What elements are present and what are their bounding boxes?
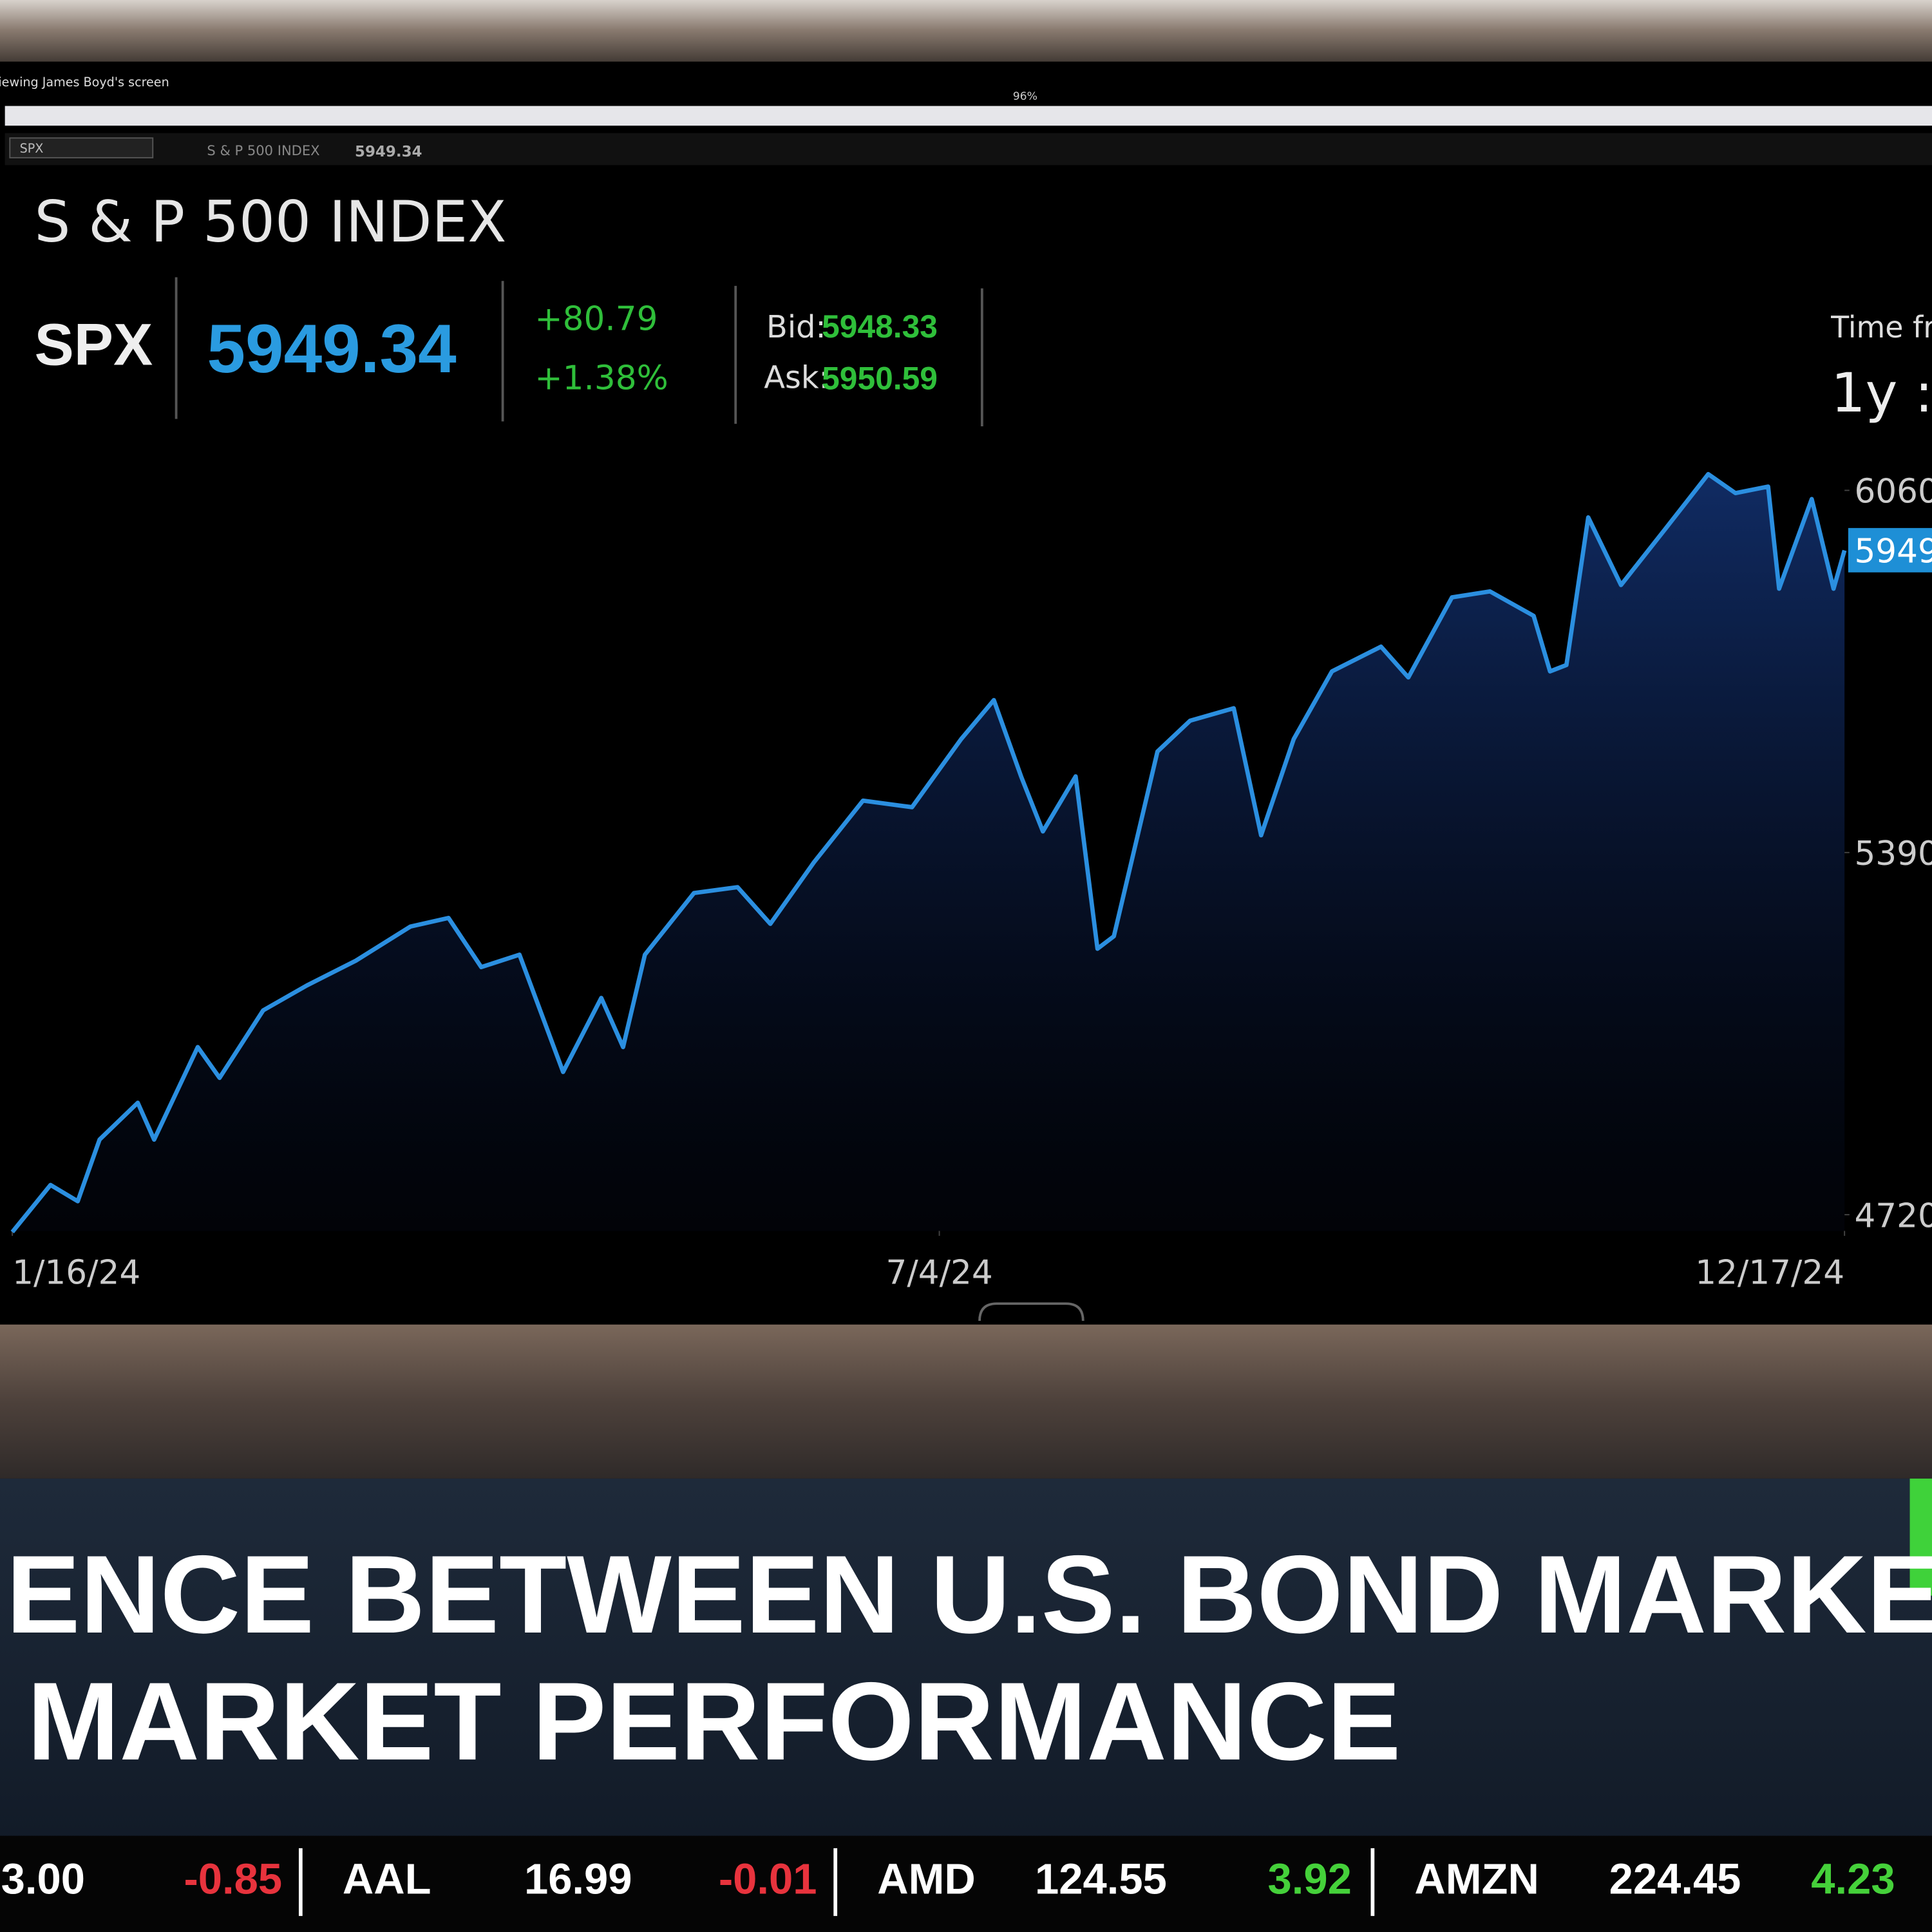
stock-ticker <box>0 1835 1932 1932</box>
room-bottom <box>0 1324 1932 1479</box>
ticker-price: 3.00 <box>1 1855 85 1904</box>
address-bar[interactable] <box>5 106 1932 126</box>
toolbar-price: 5949.34 <box>355 144 422 160</box>
x-tick-label: 12/17/24 <box>1695 1254 1844 1293</box>
index-title: S & P 500 INDEX <box>35 189 507 255</box>
headline-line: MARKET PERFORMANCE <box>27 1660 1401 1783</box>
area <box>12 474 1845 1233</box>
y-tick-label: 6060 <box>1854 473 1932 511</box>
price-change: +80.79 <box>535 300 658 339</box>
symbol-box[interactable] <box>9 137 154 158</box>
x-tick-label: 7/4/24 <box>886 1254 992 1293</box>
quote-dividers <box>175 277 983 426</box>
price-tag <box>1848 527 1932 573</box>
toolbar-name: S & P 500 INDEX <box>207 142 319 158</box>
ticker-price: 16.99 <box>524 1855 632 1904</box>
ask-price: 5950.59 <box>822 361 938 397</box>
price-chart: 4720 5390 6060 1/16/24 7/4/24 12/17/24 5949 <box>10 471 1932 1293</box>
ticker-price: 224.45 <box>1609 1855 1741 1904</box>
ticker-change: 3.92 <box>1268 1855 1352 1904</box>
ticker-change: -0.01 <box>719 1855 817 1904</box>
ticker-symbol: AMD <box>877 1855 975 1904</box>
price-line <box>10 471 1847 1234</box>
ticker-change: -0.85 <box>184 1855 283 1904</box>
bid-label: Bid: <box>766 310 826 345</box>
toolbar-symbol: SPX <box>20 141 44 156</box>
share-caption: Viewing James Boyd's screen <box>0 75 169 90</box>
ticker-symbol: AAL <box>343 1855 431 1904</box>
panel-handle[interactable] <box>978 1302 1084 1321</box>
y-tick-label: 5390 <box>1854 835 1932 873</box>
ticker-items: 3.00 -0.85 AAL 16.99 -0.01 AMD 124.55 3.92 AMZN 2… <box>1 1848 1895 1917</box>
ticker-symbol: AMZN <box>1414 1855 1539 1904</box>
bid-price: 5948.33 <box>822 308 938 345</box>
headline-banner <box>0 1478 1932 1836</box>
percent-change: +1.38% <box>535 359 668 398</box>
headline-line: ENCE BETWEEN U.S. BOND MARKET <box>6 1533 1932 1656</box>
ticker-price: 124.55 <box>1035 1855 1167 1904</box>
x-tick-label: 1/16/24 <box>12 1254 140 1293</box>
index-price: 5949.34 <box>207 310 456 387</box>
y-tick-label: 4720 <box>1854 1197 1932 1235</box>
zoom-level[interactable]: 96% <box>1013 90 1037 103</box>
ticker-change: 4.23 <box>1811 1855 1895 1904</box>
index-symbol: SPX <box>35 312 153 377</box>
banner-accent <box>1909 1478 1932 1596</box>
price-tag-label: 5949 <box>1854 532 1932 571</box>
toolbar <box>5 133 1932 166</box>
ask-label: Ask: <box>764 361 829 396</box>
time-frame-label: Time fra <box>1830 310 1932 345</box>
time-frame[interactable]: 1y : <box>1831 361 1932 424</box>
